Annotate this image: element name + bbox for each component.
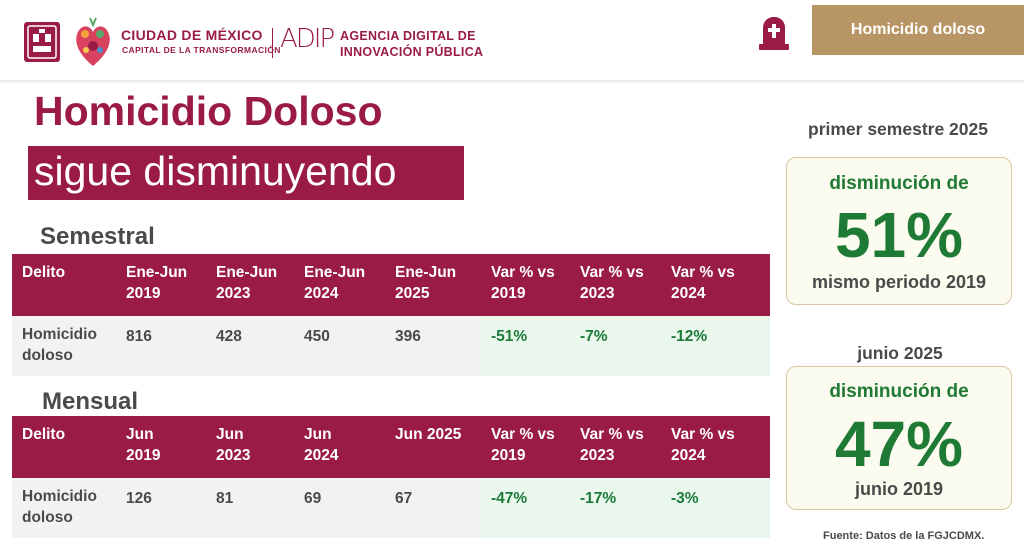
org-subtitle: CAPITAL DE LA TRANSFORMACIÓN bbox=[122, 45, 281, 55]
value-cell: 396 bbox=[395, 328, 421, 345]
agency-line-1: AGENCIA DIGITAL DE bbox=[340, 29, 476, 43]
row-bg-green bbox=[480, 478, 770, 538]
value-cell: 81 bbox=[216, 490, 234, 507]
header-cell: Delito bbox=[22, 264, 66, 281]
header-cell: Jun 2023 bbox=[216, 426, 251, 464]
variation-cell: -51% bbox=[491, 328, 528, 345]
month-stat-box: disminución de 47% junio 2019 bbox=[786, 366, 1012, 510]
value-cell: 126 bbox=[126, 490, 152, 507]
header-cell: Var % vs 2019 bbox=[491, 264, 555, 302]
variation-cell: -3% bbox=[671, 490, 699, 507]
header: CIUDAD DE MÉXICO CAPITAL DE LA TRANSFORM… bbox=[0, 0, 1024, 80]
header-cell: Var % vs 2019 bbox=[491, 426, 555, 464]
header-cell: Jun 2025 bbox=[395, 426, 462, 443]
header-cell: Var % vs 2024 bbox=[671, 264, 735, 302]
stat-label-bottom: mismo periodo 2019 bbox=[811, 272, 987, 292]
adip-logo: ADIP bbox=[280, 24, 335, 54]
mensual-label: Mensual bbox=[42, 388, 139, 415]
header-cell: Ene-Jun 2024 bbox=[304, 264, 366, 302]
variation-cell: -12% bbox=[671, 328, 708, 345]
header-cell: Jun 2019 bbox=[126, 426, 161, 464]
category-tag: Homicidio doloso bbox=[812, 5, 1024, 55]
semester-heading: primer semestre 2025 bbox=[808, 119, 988, 139]
header-divider bbox=[272, 28, 273, 58]
stat-percentage: 51% bbox=[834, 199, 964, 271]
value-cell: 69 bbox=[304, 490, 322, 507]
tombstone-icon bbox=[759, 17, 789, 50]
header-cell: Ene-Jun 2019 bbox=[126, 264, 188, 302]
variation-cell: -17% bbox=[580, 490, 617, 507]
cdmx-shield-logo bbox=[24, 22, 60, 62]
mensual-table-header: Delito Jun 2019 Jun 2023 Jun 2024 Jun 2025 … bbox=[12, 416, 770, 478]
value-cell: 67 bbox=[395, 490, 413, 507]
stat-label-top: disminución de bbox=[829, 173, 969, 194]
header-cell: Ene-Jun 2025 bbox=[395, 264, 457, 302]
subtitle-background bbox=[28, 146, 464, 200]
page-title: Homicidio Doloso bbox=[34, 88, 383, 134]
semester-stat-box: disminución de 51% mismo periodo 2019 bbox=[786, 157, 1012, 305]
header-cell: Delito bbox=[22, 426, 66, 443]
semestral-table-header: Delito Ene-Jun 2019 Ene-Jun 2023 Ene-Jun 20… bbox=[12, 254, 770, 316]
row-bg-grey bbox=[12, 478, 480, 538]
value-cell: 816 bbox=[126, 328, 152, 345]
row-bg-green bbox=[480, 316, 770, 376]
table-row: Homicidio doloso 816 428 450 396 -51% -7%… bbox=[12, 316, 770, 376]
month-heading: junio 2025 bbox=[857, 343, 943, 363]
delito-cell: Homicidio doloso bbox=[22, 488, 97, 526]
header-cell: Var % vs 2024 bbox=[671, 426, 735, 464]
header-cell: Jun 2024 bbox=[304, 426, 339, 464]
delito-cell: Homicidio doloso bbox=[22, 326, 97, 364]
semestral-label: Semestral bbox=[40, 223, 155, 250]
stat-label-bottom: junio 2019 bbox=[854, 479, 944, 499]
agency-line-2: INNOVACIÓN PÚBLICA bbox=[340, 45, 484, 59]
header-cell: Var % vs 2023 bbox=[580, 426, 644, 464]
variation-cell: -47% bbox=[491, 490, 528, 507]
row-bg-grey bbox=[12, 316, 480, 376]
org-name: CIUDAD DE MÉXICO bbox=[121, 27, 263, 43]
stat-label-top: disminución de bbox=[829, 381, 969, 402]
value-cell: 450 bbox=[304, 328, 330, 345]
header-shadow bbox=[0, 80, 1024, 84]
stat-percentage: 47% bbox=[834, 408, 964, 480]
agency-name: AGENCIA DIGITAL DE INNOVACIÓN PÚBLICA bbox=[340, 28, 483, 60]
source-note: Fuente: Datos de la FGJCDMX. bbox=[823, 530, 985, 542]
header-cell: Ene-Jun 2023 bbox=[216, 264, 278, 302]
table-row: Homicidio doloso 126 81 69 67 -47% -17% -… bbox=[12, 478, 770, 538]
header-cell: Var % vs 2023 bbox=[580, 264, 644, 302]
heart-logo bbox=[76, 17, 110, 66]
value-cell: 428 bbox=[216, 328, 242, 345]
page-subtitle: sigue disminuyendo bbox=[34, 148, 397, 194]
variation-cell: -7% bbox=[580, 328, 608, 345]
